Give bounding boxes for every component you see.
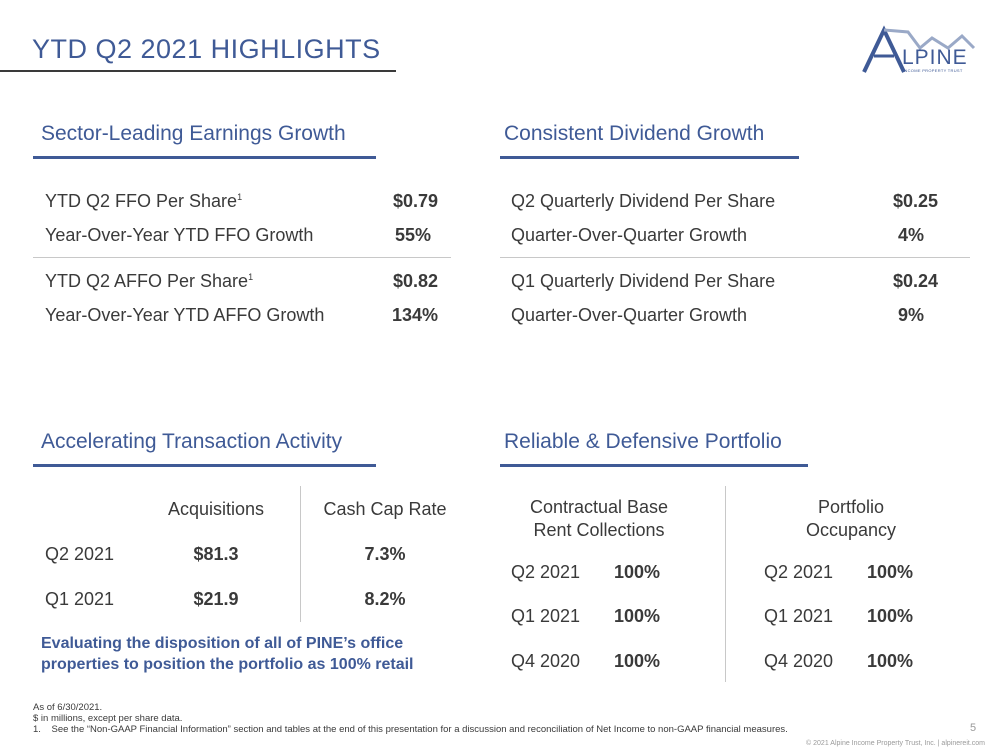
transactions-section-title: Accelerating Transaction Activity [41,430,343,453]
occupancy-value: 100% [867,606,914,626]
page-title: YTD Q2 2021 HIGHLIGHTS [32,34,381,64]
dividend-row-value: 4% [897,225,924,245]
portfolio-column-divider [725,486,726,682]
logo-subtitle: INCOME PROPERTY TRUST [903,68,963,73]
dividend-row-label: Q2 Quarterly Dividend Per Share [511,191,776,211]
transactions-column-divider [300,486,301,622]
dividend-row-label: Quarter-Over-Quarter Growth [511,305,748,325]
disposition-note: Evaluating the disposition of all of PIN… [41,635,414,673]
earnings-row-label: Year-Over-Year YTD FFO Growth [45,225,314,245]
dividend-row-label: Quarter-Over-Quarter Growth [511,225,748,245]
logo-wordmark: LPINE [902,46,968,69]
rent-period: Q4 2020 [511,651,581,671]
dividend-section-rule [500,156,799,159]
transaction-period: Q1 2021 [45,589,115,609]
dividend-row-value: 9% [897,305,924,325]
occupancy-period: Q1 2021 [764,606,834,626]
dividend-divider [500,257,970,258]
dividend-row-label: Q1 Quarterly Dividend Per Share [511,271,776,291]
footnotes: As of 6/30/2021. $ in millions, except p… [33,702,788,735]
rent-period: Q2 2021 [511,562,581,582]
portfolio-section-rule [500,464,808,467]
transaction-acquisitions-value: $21.9 [193,589,239,609]
page-number: 5 [970,722,977,734]
rent-period: Q1 2021 [511,606,581,626]
earnings-divider [33,257,451,258]
transaction-cap-rate-value: 7.3% [364,544,406,564]
earnings-section-rule [33,156,376,159]
rent-collection-value: 100% [614,606,661,626]
rent-collection-value: 100% [614,562,661,582]
earnings-row-value: 134% [391,305,438,325]
earnings-row-label: YTD Q2 AFFO Per Share1 [45,271,254,291]
dividend-row-value: $0.25 [892,191,938,211]
portfolio-section-title: Reliable & Defensive Portfolio [504,430,782,453]
occupancy-value: 100% [867,562,914,582]
rent-collections-header: Contractual Base Rent Collections [529,497,669,540]
occupancy-period: Q4 2020 [764,651,834,671]
transaction-acquisitions-value: $81.3 [193,544,239,564]
transactions-section-rule [33,464,376,467]
copyright-text: © 2021 Alpine Income Property Trust, Inc… [806,740,985,747]
mountain-logo-icon [862,25,976,73]
earnings-row-value: 55% [394,225,431,245]
dividend-section-title: Consistent Dividend Growth [504,122,765,145]
transaction-period: Q2 2021 [45,544,115,564]
rent-collection-value: 100% [614,651,661,671]
occupancy-value: 100% [867,651,914,671]
occupancy-period: Q2 2021 [764,562,834,582]
occupancy-header: Portfolio Occupancy [805,497,897,540]
acquisitions-column-header: Acquisitions [167,499,265,519]
earnings-row-label: YTD Q2 FFO Per Share1 [45,191,243,211]
company-logo: LPINE INCOME PROPERTY TRUST [858,22,978,78]
title-underline [0,70,396,72]
earnings-row-label: Year-Over-Year YTD AFFO Growth [45,305,325,325]
dividend-row-value: $0.24 [892,271,938,291]
earnings-row-value: $0.82 [392,271,438,291]
cap-rate-column-header: Cash Cap Rate [323,499,447,519]
earnings-section-title: Sector-Leading Earnings Growth [41,122,346,145]
transaction-cap-rate-value: 8.2% [364,589,406,609]
earnings-row-value: $0.79 [392,191,438,211]
